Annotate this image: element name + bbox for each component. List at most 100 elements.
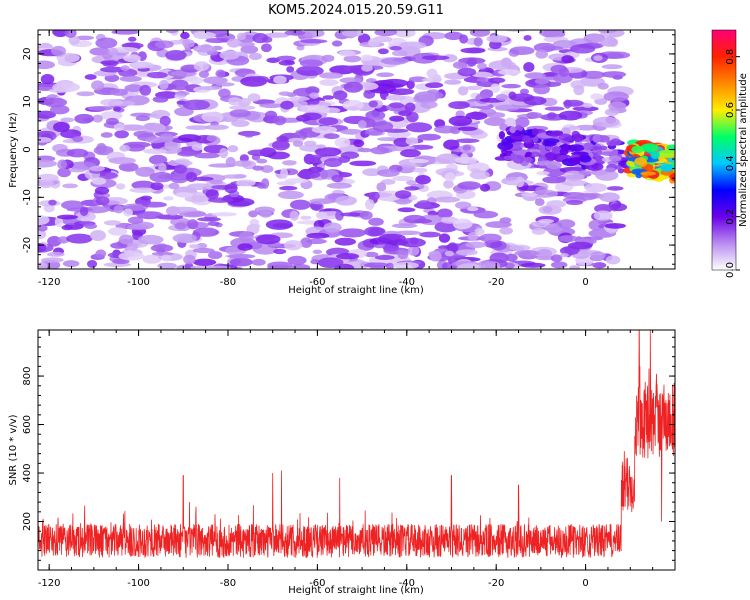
spectrogram-cell	[471, 71, 493, 78]
spectrogram-cell	[256, 182, 266, 189]
spectrogram-cell	[495, 93, 508, 101]
spectrogram-cell	[203, 76, 228, 85]
spectrogram-cell	[459, 34, 469, 44]
spectrogram-cell	[444, 250, 454, 257]
spectrogram-cell	[340, 151, 360, 159]
spectrogram-cell	[601, 64, 623, 70]
spectrogram-cell	[108, 157, 136, 165]
spectrogram-cell	[534, 78, 550, 85]
spectrogram-cell	[377, 48, 389, 55]
spectrogram-cell	[52, 82, 80, 93]
spectrogram-cell	[457, 126, 478, 132]
spectrogram-cell	[413, 218, 432, 224]
spectrogram-cell	[378, 233, 406, 243]
spectrogram-cell	[290, 264, 311, 269]
spectrogram-cell	[278, 91, 292, 96]
spectrogram-cell	[368, 100, 378, 108]
spectrogram-cell	[598, 145, 608, 151]
spectrogram-cell	[495, 104, 520, 112]
spectrogram-cell	[182, 99, 211, 111]
colorbar-tick: 0.4	[725, 155, 740, 171]
spectrogram-cell	[111, 30, 140, 35]
spectrogram-cell	[467, 206, 479, 212]
spectrogram-cell	[408, 76, 428, 83]
spectrogram-cell	[276, 181, 296, 186]
spectrogram-cell	[617, 168, 625, 174]
spectrogram-cell	[224, 183, 238, 194]
spectrogram-cell	[229, 257, 253, 267]
spectrogram-cell	[531, 227, 546, 235]
spectrogram-cell	[94, 186, 110, 195]
spectrogram-cell	[455, 138, 480, 144]
spectrogram-cell	[532, 189, 559, 198]
colorbar-tick: 0.0	[725, 262, 740, 278]
spectrogram-cell	[141, 201, 167, 208]
spectrogram-cell	[392, 175, 414, 182]
spectrogram-cell	[184, 195, 209, 203]
spectrogram-cell	[316, 144, 326, 149]
spectrogram-cell	[419, 231, 441, 238]
spectrogram-cell	[400, 149, 421, 158]
spectrogram-cell	[103, 220, 121, 226]
spectrogram-cell	[119, 75, 142, 82]
spectrogram-cell	[303, 140, 317, 147]
spectrogram-cell	[357, 33, 371, 45]
spectrogram-cell	[497, 69, 521, 76]
spectrogram-cell	[457, 181, 481, 190]
colorbar-ticks: 0.0 0.2 0.4 0.6 0.8	[725, 49, 740, 278]
spectrogram-cell	[113, 122, 125, 132]
spectrogram-cell	[499, 226, 513, 235]
spectrogram-cell	[233, 160, 252, 167]
spectrogram-cell	[66, 233, 93, 244]
spectrogram-cell	[238, 102, 249, 108]
spectrogram-cell	[323, 222, 342, 233]
colorbar-tick: 0.8	[725, 49, 740, 65]
spectrogram-cell	[483, 117, 507, 127]
spectrogram-cell	[364, 198, 375, 210]
spectrogram-cell	[83, 206, 110, 214]
spectrogram-cell	[40, 73, 55, 85]
spectrogram-cell	[76, 91, 95, 97]
spectrogram-cell	[129, 61, 154, 69]
spectrogram-cell	[158, 162, 167, 174]
spectrogram-cell	[331, 174, 344, 183]
spectrogram-cell	[319, 79, 339, 86]
spectrogram-cell	[252, 33, 269, 44]
spectrogram-cell	[312, 249, 323, 255]
spectrogram-x-label: Height of straight line (km)	[288, 285, 424, 296]
spectrogram-cell	[119, 144, 131, 152]
spectrogram-cell	[465, 111, 488, 121]
spectrogram-cell	[310, 259, 320, 265]
spectrogram-cell	[485, 221, 512, 228]
spectrogram-cell	[398, 237, 426, 248]
spectrogram-cell	[319, 169, 329, 179]
spectrogram-cell	[311, 126, 338, 134]
spectrogram-cell	[635, 173, 642, 179]
spectrogram-cell	[462, 144, 472, 151]
spectrogram-cell	[314, 147, 342, 157]
spectrogram-cell	[126, 223, 150, 230]
spectrogram-cell	[594, 204, 613, 214]
spectrogram-cell	[118, 234, 134, 245]
spectrogram-cell	[173, 164, 187, 174]
spectrogram-cell	[504, 117, 517, 128]
spectrogram-cell	[359, 210, 373, 220]
spectrogram-cell	[150, 182, 164, 191]
spectrogram-cell	[137, 234, 164, 245]
spectrogram-cell	[247, 93, 261, 102]
spectrogram-cell	[209, 179, 223, 185]
spectrogram-cell	[479, 233, 502, 243]
spectrogram-cell	[413, 167, 428, 173]
spectrogram-cell	[454, 201, 472, 209]
colorbar-tick: 0.2	[725, 209, 740, 225]
spectrogram-cell	[204, 124, 229, 130]
spectrogram-cell	[109, 88, 129, 96]
spectrogram-cell	[393, 262, 419, 269]
spectrogram-cell	[434, 221, 458, 233]
spectrogram-cell	[61, 224, 73, 231]
spectrogram-cell	[640, 171, 657, 176]
spectrogram-cell	[609, 155, 622, 162]
spectrogram-cell	[399, 41, 427, 50]
spectrogram-cell	[510, 152, 517, 161]
